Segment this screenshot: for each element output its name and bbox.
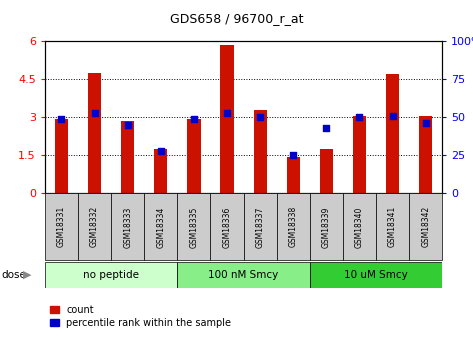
Point [190, 116, 198, 121]
Text: GSM18339: GSM18339 [322, 206, 331, 247]
Text: 10 uM Smcy: 10 uM Smcy [344, 270, 408, 280]
Point [256, 115, 264, 120]
Bar [55, 119, 68, 193]
FancyBboxPatch shape [45, 193, 78, 260]
Text: ▶: ▶ [23, 270, 31, 280]
Bar [353, 116, 366, 193]
Text: GSM18332: GSM18332 [90, 206, 99, 247]
FancyBboxPatch shape [177, 262, 310, 288]
Text: GSM18342: GSM18342 [421, 206, 430, 247]
Point [157, 148, 165, 154]
Point [422, 121, 429, 126]
FancyBboxPatch shape [376, 193, 409, 260]
Text: GDS658 / 96700_r_at: GDS658 / 96700_r_at [170, 12, 303, 25]
Point [58, 116, 65, 121]
Point [389, 113, 396, 119]
Text: GSM18341: GSM18341 [388, 206, 397, 247]
Text: GSM18340: GSM18340 [355, 206, 364, 247]
Text: GSM18335: GSM18335 [189, 206, 199, 247]
Text: GSM18338: GSM18338 [289, 206, 298, 247]
Point [91, 110, 98, 116]
Text: GSM18337: GSM18337 [255, 206, 265, 247]
Bar [121, 121, 134, 193]
FancyBboxPatch shape [210, 193, 244, 260]
FancyBboxPatch shape [343, 193, 376, 260]
FancyBboxPatch shape [310, 193, 343, 260]
Text: GSM18336: GSM18336 [222, 206, 232, 247]
Bar [386, 74, 399, 193]
Text: dose: dose [1, 270, 26, 280]
Point [124, 122, 131, 128]
Point [356, 115, 363, 120]
Bar [154, 149, 167, 193]
Bar [287, 157, 300, 193]
Legend: count, percentile rank within the sample: count, percentile rank within the sample [50, 305, 231, 328]
FancyBboxPatch shape [310, 262, 442, 288]
Text: no peptide: no peptide [83, 270, 139, 280]
FancyBboxPatch shape [144, 193, 177, 260]
FancyBboxPatch shape [244, 193, 277, 260]
Point [323, 125, 330, 131]
Text: 100 nM Smcy: 100 nM Smcy [209, 270, 279, 280]
Text: GSM18334: GSM18334 [156, 206, 166, 247]
FancyBboxPatch shape [78, 193, 111, 260]
FancyBboxPatch shape [45, 262, 177, 288]
Point [223, 110, 231, 116]
Bar [88, 73, 101, 193]
Bar [320, 149, 333, 193]
Bar [419, 116, 432, 193]
FancyBboxPatch shape [409, 193, 442, 260]
Point [289, 152, 297, 158]
Text: GSM18331: GSM18331 [57, 206, 66, 247]
Bar [220, 45, 234, 193]
FancyBboxPatch shape [277, 193, 310, 260]
FancyBboxPatch shape [111, 193, 144, 260]
Text: GSM18333: GSM18333 [123, 206, 132, 247]
FancyBboxPatch shape [177, 193, 210, 260]
Bar [187, 119, 201, 193]
Bar [254, 110, 267, 193]
